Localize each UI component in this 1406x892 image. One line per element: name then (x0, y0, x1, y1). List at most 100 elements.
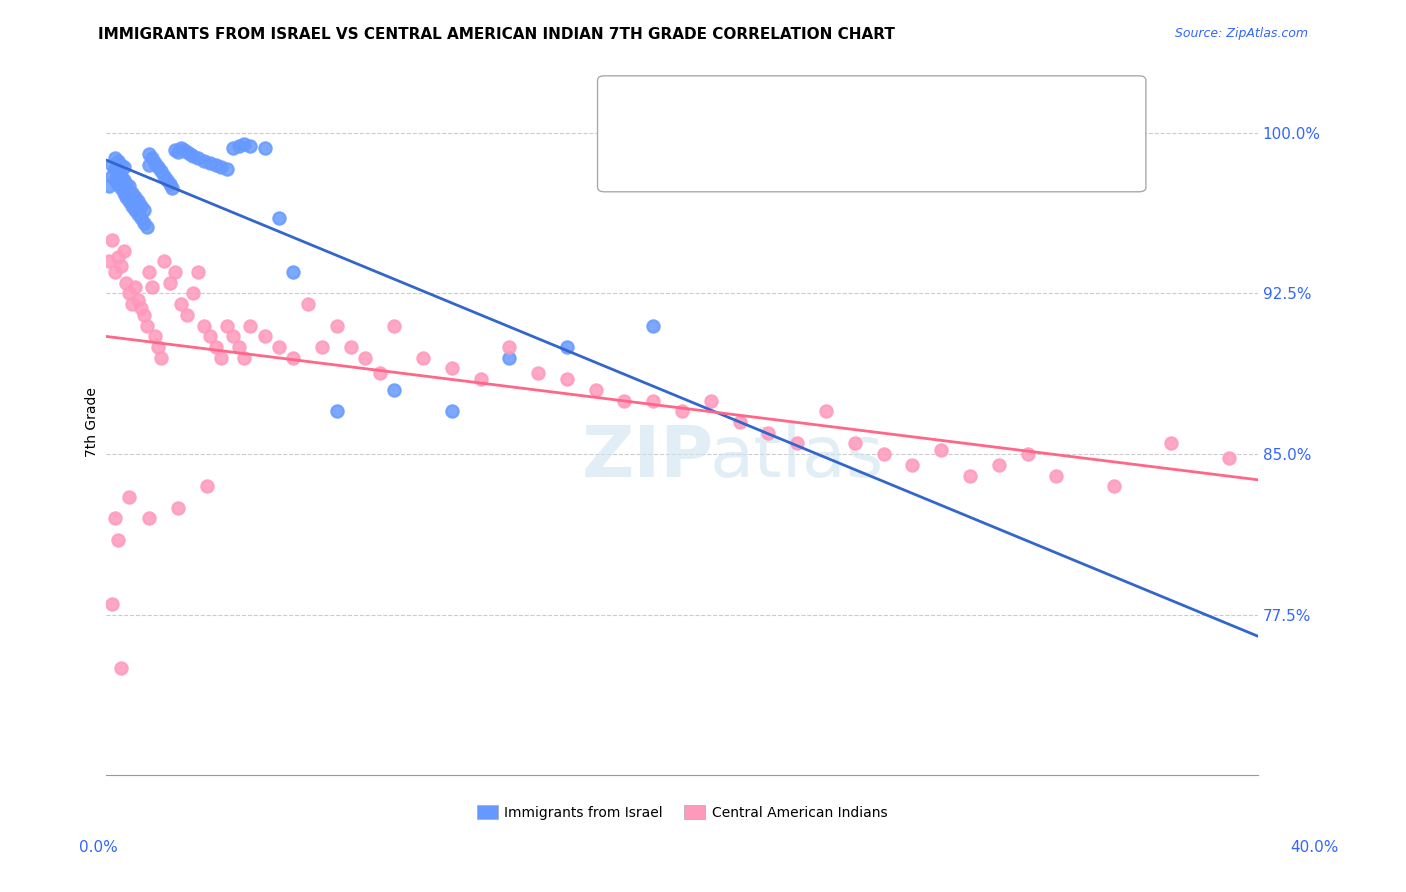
Point (222, 141, 245, 155)
Point (132, 216, 155, 230)
Text: R =  0.323   N = 66: R = 0.323 N = 66 (654, 118, 827, 132)
Point (132, 202, 155, 217)
Point (440, 404, 463, 418)
Point (112, 160, 135, 174)
Point (643, 393, 665, 408)
Point (98, 179, 121, 194)
Point (127, 194, 149, 209)
Point (110, 181, 132, 195)
Point (204, 158, 226, 172)
Point (758, 425, 780, 440)
Point (104, 152, 127, 166)
Point (671, 404, 693, 418)
Point (107, 250, 129, 264)
Point (325, 404, 347, 418)
Point (1218, 451, 1240, 466)
Point (110, 158, 132, 172)
Point (173, 143, 195, 157)
Point (283, 265, 305, 279)
Point (814, 404, 837, 418)
Point (101, 597, 124, 611)
Point (382, 383, 405, 397)
Point (209, 351, 232, 365)
Point (267, 211, 290, 226)
Point (121, 186, 143, 200)
Point (233, 351, 256, 365)
Point (101, 233, 124, 247)
Point (239, 138, 262, 153)
Point (138, 147, 160, 161)
Point (1017, 447, 1039, 461)
Text: 40.0%: 40.0% (1291, 840, 1339, 855)
Point (217, 318, 239, 333)
Point (127, 293, 149, 307)
Point (146, 340, 169, 354)
Point (283, 351, 305, 365)
Point (179, 147, 201, 161)
Text: ZIP: ZIP (581, 423, 714, 491)
Y-axis label: 7th Grade: 7th Grade (86, 387, 100, 457)
Point (132, 308, 155, 322)
Point (110, 661, 132, 675)
Point (167, 500, 190, 515)
Point (498, 340, 520, 354)
Point (700, 393, 723, 408)
Point (118, 490, 141, 504)
Point (135, 318, 157, 333)
Point (141, 280, 163, 294)
Point (527, 366, 550, 380)
Point (112, 173, 135, 187)
Point (354, 351, 377, 365)
Point (153, 254, 176, 268)
Point (159, 276, 181, 290)
Point (110, 169, 132, 183)
Point (104, 265, 127, 279)
Point (844, 436, 866, 450)
Legend: Immigrants from Israel, Central American Indians: Immigrants from Israel, Central American… (471, 799, 893, 825)
Point (1102, 479, 1125, 493)
Point (613, 393, 636, 408)
Point (104, 162, 127, 177)
Point (124, 280, 146, 294)
Point (121, 199, 143, 213)
Point (368, 366, 391, 380)
Point (118, 286, 141, 301)
Point (198, 155, 221, 169)
Point (170, 297, 193, 311)
Point (112, 186, 135, 200)
Point (929, 442, 952, 457)
Point (110, 259, 132, 273)
Point (555, 372, 578, 386)
Point (101, 169, 124, 183)
Point (176, 308, 198, 322)
Point (470, 372, 492, 386)
Point (156, 173, 179, 187)
Point (165, 143, 187, 157)
Point (167, 145, 190, 159)
Point (165, 265, 187, 279)
Point (138, 158, 160, 172)
Text: R = -0.249   N = 79: R = -0.249 N = 79 (654, 152, 827, 166)
Point (195, 479, 218, 493)
Point (127, 207, 149, 221)
Point (153, 169, 176, 183)
Point (217, 162, 239, 177)
Point (124, 202, 146, 217)
Point (138, 265, 160, 279)
Point (187, 152, 209, 166)
Point (297, 297, 319, 311)
Point (112, 244, 135, 258)
Point (176, 145, 198, 159)
Text: 0.0%: 0.0% (79, 840, 118, 855)
Point (1045, 468, 1067, 483)
Point (228, 340, 250, 354)
Point (181, 286, 204, 301)
Point (104, 511, 127, 525)
Point (193, 153, 215, 168)
Point (149, 351, 172, 365)
Point (585, 383, 607, 397)
Point (1160, 436, 1182, 450)
Point (107, 533, 129, 547)
Point (141, 152, 163, 166)
Point (412, 351, 434, 365)
